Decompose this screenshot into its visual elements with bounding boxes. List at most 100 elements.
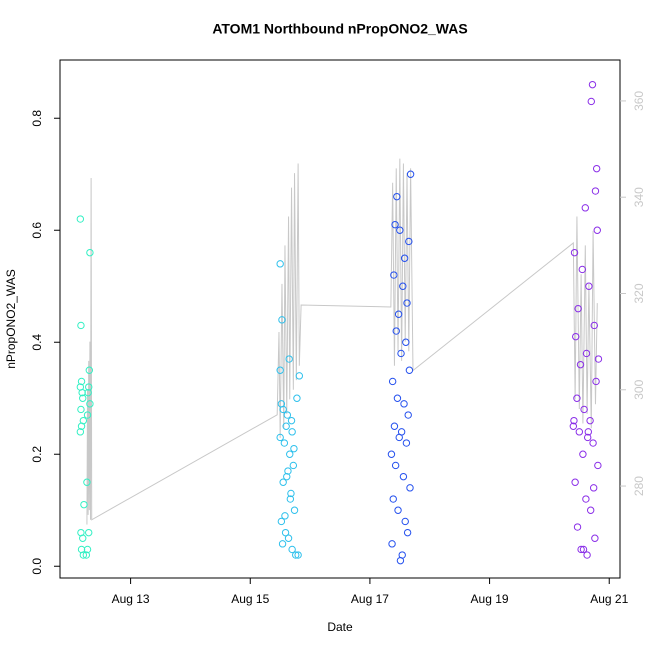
point <box>287 416 296 425</box>
point <box>391 220 399 229</box>
point <box>286 495 295 503</box>
point <box>283 472 291 481</box>
y-tick-label: 0.6 <box>30 222 44 239</box>
point <box>83 411 92 419</box>
point <box>276 433 284 442</box>
point <box>86 400 94 408</box>
point <box>82 551 91 559</box>
point <box>292 551 300 559</box>
point <box>399 472 408 481</box>
point <box>285 355 293 363</box>
point <box>577 545 585 554</box>
point <box>76 428 85 436</box>
point <box>282 422 290 430</box>
point <box>580 405 588 414</box>
y2-tick-label: 360 <box>632 91 646 111</box>
point <box>594 355 603 363</box>
point <box>394 310 403 318</box>
point <box>403 299 411 307</box>
point <box>79 534 87 542</box>
point <box>279 478 287 486</box>
point <box>283 411 292 419</box>
point <box>571 478 579 486</box>
point <box>77 422 86 430</box>
y-tick-label: 0.2 <box>30 446 44 463</box>
point <box>387 450 396 458</box>
point <box>281 528 290 537</box>
point <box>589 484 598 492</box>
point <box>583 433 592 442</box>
point <box>290 444 298 453</box>
point <box>83 545 92 554</box>
y-tick-label: 0.8 <box>30 110 44 127</box>
y2-tick-label: 320 <box>632 283 646 303</box>
y-axis-label: nPropONO2_WAS <box>4 269 18 369</box>
point <box>582 495 590 503</box>
point <box>576 360 585 369</box>
point <box>581 204 589 212</box>
point <box>587 97 595 106</box>
y2-tick-label: 340 <box>632 187 646 207</box>
point <box>276 366 284 374</box>
point <box>288 428 296 436</box>
point <box>277 517 286 526</box>
point <box>397 349 405 358</box>
point <box>584 428 592 436</box>
point <box>293 394 301 402</box>
point <box>85 528 93 537</box>
y-tick-label: 0.0 <box>30 558 44 575</box>
point <box>390 271 398 279</box>
y2-tick-label: 300 <box>632 379 646 399</box>
x-tick-label: Aug 17 <box>351 592 389 606</box>
point <box>574 304 582 313</box>
point <box>400 254 409 262</box>
point <box>591 187 600 195</box>
point <box>572 332 580 341</box>
point <box>588 80 597 89</box>
point <box>279 405 287 414</box>
point <box>79 394 87 402</box>
point <box>288 545 296 554</box>
point <box>394 506 402 514</box>
point <box>393 394 402 402</box>
point <box>287 489 295 498</box>
point <box>405 237 413 246</box>
point <box>586 416 594 425</box>
line <box>86 158 598 525</box>
point <box>77 377 86 386</box>
point <box>281 512 289 520</box>
x-tick-label: Aug 15 <box>231 592 269 606</box>
point <box>83 478 91 486</box>
point <box>402 439 411 447</box>
y-tick-label: 0.4 <box>30 334 44 351</box>
point <box>388 377 397 386</box>
point <box>294 551 302 559</box>
point <box>569 422 578 430</box>
x-axis-label: Date <box>327 620 353 634</box>
point <box>403 528 412 537</box>
point <box>77 405 85 414</box>
point <box>592 164 601 173</box>
x-tick-label: Aug 19 <box>471 592 509 606</box>
chart-title: ATOM1 Northbound nPropONO2_WAS <box>212 21 467 37</box>
point <box>392 327 400 335</box>
point <box>395 433 403 442</box>
point <box>579 545 588 554</box>
point <box>399 282 407 290</box>
x-tick-label: Aug 21 <box>590 592 628 606</box>
point <box>406 170 415 178</box>
point <box>289 461 298 470</box>
point <box>79 551 88 559</box>
point <box>80 500 88 509</box>
point <box>404 411 412 419</box>
point <box>391 461 400 470</box>
point <box>85 366 94 374</box>
point <box>393 192 401 201</box>
point <box>405 366 414 374</box>
point <box>593 226 601 234</box>
point <box>278 316 286 324</box>
point <box>402 338 410 346</box>
point <box>396 556 405 565</box>
point <box>278 540 287 548</box>
point <box>280 439 289 447</box>
